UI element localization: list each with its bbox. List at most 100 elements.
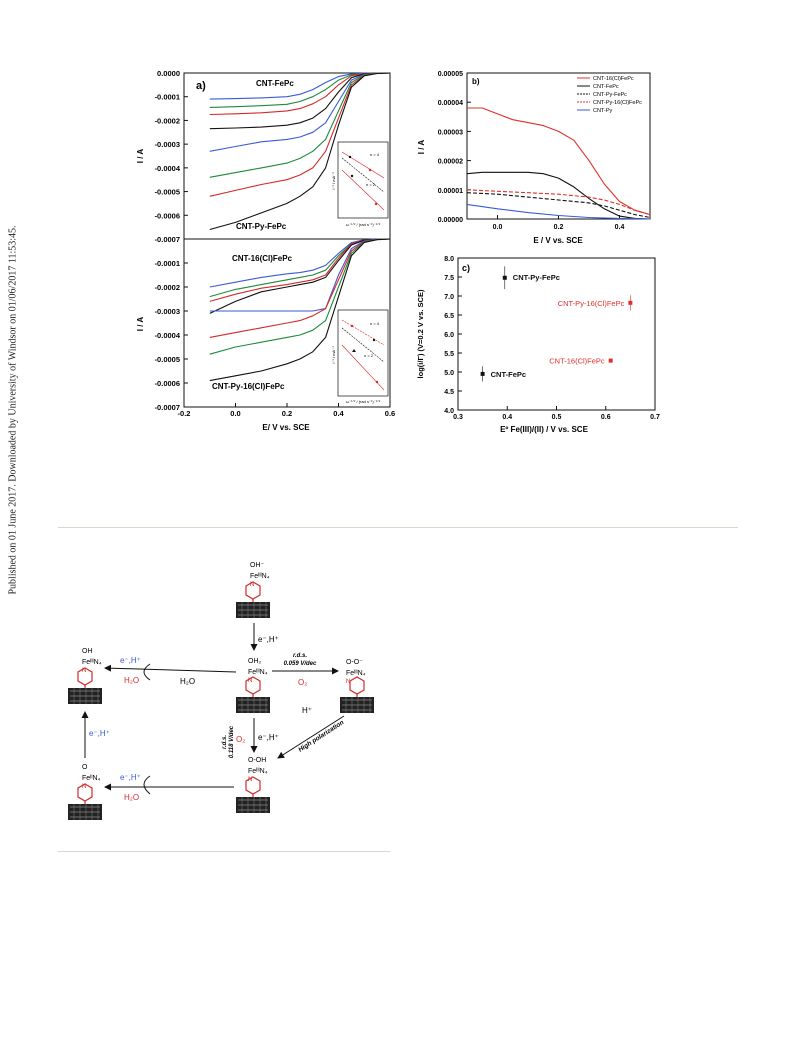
b-legend-label: CNT-Py-16(Cl)FePc [593, 100, 642, 106]
label-e-h-left: e⁻,H⁺ [120, 656, 141, 665]
label-cnt-16cl-fepc: CNT-16(Cl)FePc [232, 254, 293, 263]
species-oh-fe3-top: OH⁻ FeᴵᴵᴵN₄ N [235, 562, 271, 619]
species-oh-fe3-left: OH FeᴵᴵᴵN₄ N [67, 648, 103, 705]
inset-bottom-line-n4 [341, 319, 385, 346]
panel-c: 4.0 4.5 5.0 5.5 6.0 6.5 7.0 7.5 8.0 0.3 0.4 0.5 0.6… [416, 256, 660, 434]
c-xticks: 0.3 0.4 0.5 0.6 0.7 [453, 406, 660, 421]
pyridine-ring [245, 776, 261, 798]
inset-top-point [374, 202, 378, 206]
arrow-to-left [104, 664, 237, 673]
label-o2-right: O₂ [298, 678, 307, 687]
inset-top-n4: n = 4 [370, 152, 380, 157]
a-top-ytick-label: -0.0007 [155, 235, 180, 244]
c-ytick-label: 4.5 [444, 389, 454, 396]
inset-bottom-n2: n = 2 [364, 353, 374, 358]
c-ytick-label: 7.5 [444, 275, 454, 282]
a-bot-ytick-label: -0.0007 [155, 403, 180, 412]
cnt-support [235, 601, 271, 619]
pyridine-n: N [248, 777, 252, 783]
panel-a-top-ylabel: I / A [136, 149, 145, 164]
a-top-curve [209, 72, 391, 231]
c-point [480, 371, 485, 376]
panel-c-ylabel: log(i/Γ) (V=0.2 V vs. SCE) [416, 289, 425, 378]
a-bot-ytick-label: -0.0006 [155, 379, 180, 388]
panel-a-bottom-inset: n = 4 n = 2 I⁻¹ / mA⁻¹ ω⁻¹ᐟ² / (rad s⁻¹)… [331, 309, 389, 404]
inset-top-ylabel: I⁻¹ / mA⁻¹ [331, 172, 336, 190]
c-xtick-label: 0.4 [502, 414, 512, 421]
inset-bottom-point [372, 338, 376, 342]
cnt-support [235, 796, 271, 814]
species-label: FeᴵᴵᴵN₄ [248, 768, 268, 775]
label-cnt-py-16cl-fepc: CNT-Py-16(Cl)FePc [212, 382, 285, 391]
c-point [502, 275, 507, 280]
inset-top-point [368, 168, 372, 172]
panel-b: 0.00000 0.00001 0.00002 0.00003 0.00004 0.000… [417, 71, 651, 245]
label-h2o-left: H₂O [124, 676, 139, 685]
c-point-label: CNT-16(Cl)FePc [549, 357, 605, 366]
c-xtick-label: 0.7 [650, 414, 660, 421]
a-xtick-label: 0.4 [333, 409, 344, 418]
inset-top-line-n4 [341, 151, 385, 179]
species-label: OH⁻ [250, 562, 265, 569]
a-bot-curve [209, 238, 391, 382]
pyridine-n: N [82, 668, 86, 674]
a-top-ytick-label: 0.0000 [157, 69, 180, 78]
b-ytick-label: 0.00003 [438, 129, 463, 136]
panel-a-xlabel: E/ V vs. SCE [262, 423, 310, 432]
a-xticks: -0.2 0.0 0.2 0.4 0.6 [178, 403, 395, 418]
inset-top-line-n2 [341, 169, 385, 211]
a-top-ytick-label: -0.0004 [155, 164, 181, 173]
species-oo-fe3-right: O-O⁻ FeᴵᴵᴵN₄ N [339, 659, 375, 714]
species-label: FeᴵᴵᴵN₄ [82, 659, 102, 666]
c-point [608, 358, 613, 363]
inset-top-xlabel: ω⁻¹ᐟ² / (rad s⁻¹)⁻¹ᐟ² [346, 222, 381, 227]
a-top-ytick-label: -0.0001 [155, 93, 180, 102]
c-point-label: CNT-Py-16(Cl)FePc [558, 299, 625, 308]
panel-a: 0.0000-0.0001-0.0002-0.0003-0.0004-0.000… [136, 69, 395, 432]
b-ytick-label: 0.00004 [438, 100, 463, 107]
inset-top-point [350, 174, 354, 178]
label-h-plus: H⁺ [302, 706, 312, 715]
pyridine-ring [245, 676, 261, 698]
species-label: O-O⁻ [346, 659, 363, 666]
c-point-label: CNT-FePc [491, 370, 526, 379]
b-ytick-label: 0.00001 [438, 188, 463, 195]
b-legend-label: CNT-FePc [593, 84, 619, 90]
b-yticks: 0.00000 0.00001 0.00002 0.00003 0.00004 0.000… [438, 71, 471, 224]
inset-bottom-xlabel: ω⁻¹ᐟ² / (rad s⁻¹)⁻¹ᐟ² [346, 399, 381, 404]
c-ytick-label: 4.0 [444, 408, 454, 415]
b-xtick-label: 0.4 [615, 224, 625, 231]
b-curve [466, 192, 651, 219]
a-top-ytick-label: -0.0005 [155, 188, 180, 197]
inset-bottom-point [352, 349, 356, 352]
label-high-polarization: High polarization [297, 719, 345, 754]
panel-c-label: c) [462, 263, 470, 273]
inset-top-point [348, 155, 352, 159]
label-e-h-up: e⁻,H⁺ [89, 729, 110, 738]
a-bot-ytick-label: -0.0003 [155, 307, 180, 316]
a-xtick-label: 0.0 [230, 409, 240, 418]
b-xtick-label: 0.2 [554, 224, 564, 231]
cnt-support [67, 687, 103, 705]
c-ytick-label: 7.0 [444, 294, 454, 301]
inset-bottom-point [350, 324, 354, 328]
inset-bottom-point [375, 380, 379, 384]
panel-a-bottom-ylabel: I / A [136, 317, 145, 332]
cnt-support [235, 696, 271, 714]
panel-b-ylabel: I / A [417, 140, 426, 155]
c-point [628, 300, 633, 305]
inset-bottom-frame [337, 309, 389, 397]
pyridine-ring [349, 676, 365, 698]
panel-c-xlabel: Eº Fe(III)/(II) / V vs. SCE [500, 425, 588, 434]
label-h2o-center: H₂O [180, 677, 195, 686]
b-legend-label: CNT-16(Cl)FePc [593, 76, 634, 82]
species-label: O-OH [248, 757, 266, 764]
species-label: FeᴵᴵᴵN₄ [248, 669, 268, 676]
inset-bottom-n4: n = 4 [370, 321, 380, 326]
pyridine-n: N [248, 678, 252, 684]
b-ytick-label: 0.00002 [438, 159, 463, 166]
panel-a-top-inset: n = 4 n = 2 I⁻¹ / mA⁻¹ ω⁻¹ᐟ² / (rad s⁻¹)… [331, 141, 389, 227]
c-ytick-label: 6.5 [444, 313, 454, 320]
c-yticks: 4.0 4.5 5.0 5.5 6.0 6.5 7.0 7.5 8.0 [444, 256, 462, 415]
